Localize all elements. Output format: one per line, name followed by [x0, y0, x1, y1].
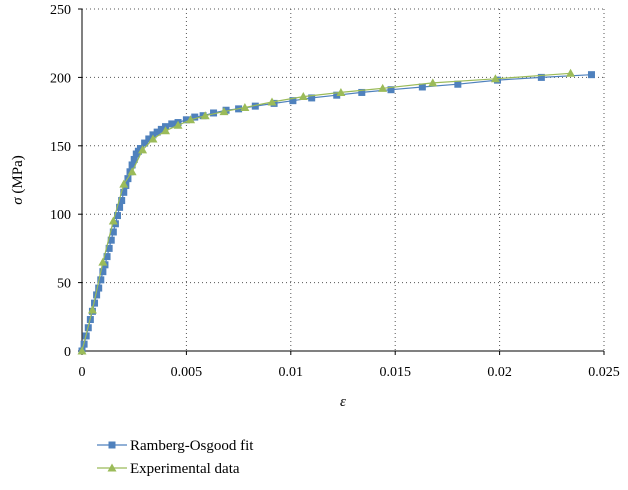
data-point-square	[191, 113, 199, 121]
legend-experimental-triangle-icon	[107, 463, 117, 472]
data-point-triangle	[108, 216, 118, 225]
axes	[81, 9, 604, 352]
data-point-triangle	[200, 111, 210, 120]
series-ramberg-osgood-fit	[78, 71, 595, 355]
data-point-square	[333, 91, 341, 99]
data-point-square	[93, 291, 101, 299]
x-axis-title: ε	[340, 394, 346, 410]
data-point-triangle	[219, 107, 229, 116]
data-point-triangle	[148, 134, 158, 143]
data-point-square	[182, 116, 190, 124]
x-tick-label: 0	[79, 365, 86, 380]
legend: Ramberg-Osgood fit Experimental data	[97, 438, 254, 477]
data-point-square	[587, 71, 595, 79]
legend-experimental-label: Experimental data	[130, 461, 240, 477]
data-point-square	[99, 268, 107, 276]
data-point-square	[95, 284, 103, 292]
legend-item-fit: Ramberg-Osgood fit	[97, 438, 254, 454]
data-point-triangle	[77, 346, 87, 355]
data-point-triangle	[138, 145, 148, 154]
series-line	[81, 74, 592, 352]
grid-lines	[82, 8, 605, 351]
data-point-square	[128, 161, 136, 169]
y-tick-label: 250	[50, 3, 71, 18]
data-point-triangle	[127, 167, 137, 176]
y-tick-labels: 0 50 100 150 200 250	[50, 3, 82, 360]
y-tick-label: 0	[64, 345, 71, 360]
y-tick-label: 100	[50, 208, 71, 223]
data-point-square	[105, 244, 113, 252]
data-point-square	[210, 109, 218, 117]
data-point-square	[103, 253, 111, 261]
data-point-square	[109, 228, 117, 236]
data-point-square	[136, 145, 144, 153]
legend-item-experimental: Experimental data	[97, 461, 240, 477]
data-point-triangle	[267, 97, 277, 106]
data-point-triangle	[87, 305, 97, 314]
data-point-triangle	[240, 102, 250, 111]
data-point-square	[168, 120, 176, 128]
data-point-triangle	[428, 78, 438, 87]
data-point-square	[157, 125, 165, 133]
data-point-square	[97, 276, 105, 284]
legend-fit-square-icon	[108, 441, 116, 449]
data-point-square	[387, 86, 395, 94]
data-point-square	[251, 102, 259, 110]
data-point-square	[120, 188, 128, 196]
x-tick-label: 0.015	[379, 365, 411, 380]
data-point-square	[418, 83, 426, 91]
y-axis-symbol: σ	[10, 197, 26, 205]
data-point-square	[222, 106, 230, 114]
data-point-square	[537, 73, 545, 81]
legend-fit-label: Ramberg-Osgood fit	[130, 438, 254, 454]
series-layer	[77, 68, 595, 355]
data-point-square	[118, 197, 126, 205]
data-point-square	[289, 97, 297, 105]
y-axis-title: σ (MPa)	[10, 155, 26, 204]
series-experimental-data	[77, 68, 576, 355]
data-point-triangle	[298, 92, 308, 101]
data-point-square	[141, 139, 149, 147]
y-tick-label: 150	[50, 140, 71, 155]
y-tick-label: 50	[57, 277, 71, 292]
plot-area: 0 0.005 0.01 0.015 0.02 0.025 0 50 100 150 200 250	[50, 3, 620, 380]
data-point-square	[113, 212, 121, 220]
data-point-square	[107, 236, 115, 244]
data-point-triangle	[98, 257, 108, 266]
data-point-triangle	[119, 179, 129, 188]
data-point-square	[130, 155, 138, 163]
x-tick-label: 0.01	[279, 365, 304, 380]
data-point-triangle	[566, 68, 576, 77]
y-axis-unit: (MPa)	[10, 155, 26, 197]
data-point-triangle	[490, 74, 500, 83]
data-point-triangle	[161, 126, 171, 135]
data-point-triangle	[336, 87, 346, 96]
data-point-triangle	[173, 120, 183, 129]
x-tick-label: 0.025	[588, 365, 620, 380]
y-tick-label: 200	[50, 71, 71, 86]
data-point-triangle	[378, 83, 388, 92]
x-tick-label: 0.02	[487, 365, 512, 380]
x-tick-label: 0.005	[171, 365, 203, 380]
data-point-square	[308, 94, 316, 102]
x-tick-labels: 0 0.005 0.01 0.015 0.02 0.025	[79, 351, 620, 380]
data-point-square	[145, 135, 153, 143]
data-point-square	[153, 128, 161, 136]
data-point-square	[358, 88, 366, 96]
data-point-square	[91, 299, 99, 307]
data-point-square	[454, 80, 462, 88]
series-line	[81, 72, 571, 352]
data-point-square	[116, 203, 124, 211]
data-point-triangle	[186, 115, 196, 124]
